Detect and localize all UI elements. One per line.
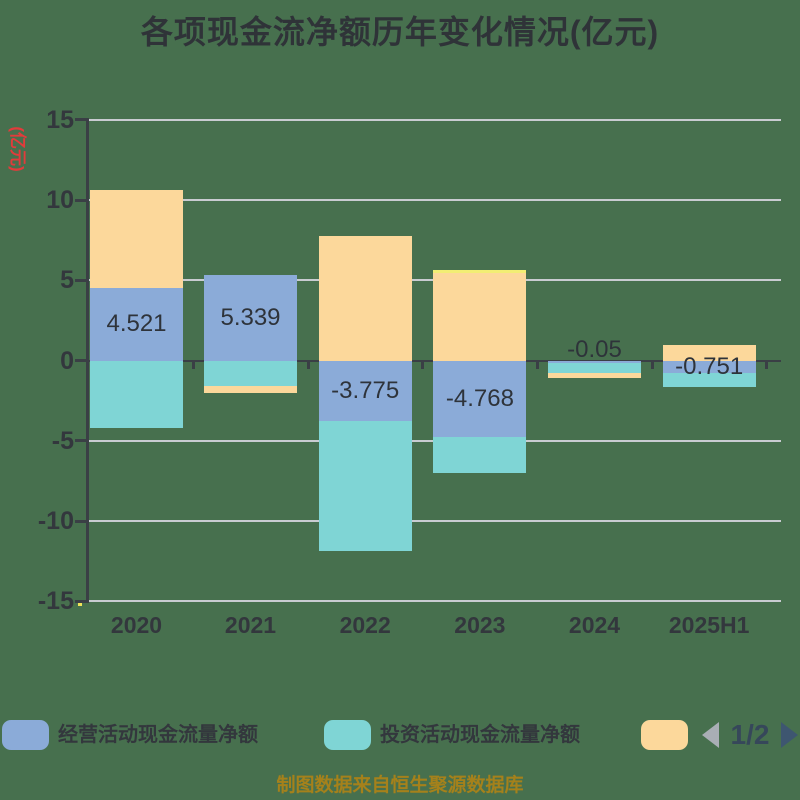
- legend-next-page-arrow-icon[interactable]: [781, 722, 798, 748]
- gridline: [88, 199, 781, 202]
- bar-segment-2024-s0: [548, 360, 641, 364]
- y-axis-line: [86, 118, 89, 603]
- legend-label-investing: 投资活动现金流量净额: [380, 724, 580, 746]
- gridline: [88, 600, 781, 603]
- bar-segment-2023-s1: [433, 437, 527, 473]
- bar-segment-2020-s1: [90, 360, 183, 429]
- bar-segment-2020-s0: [90, 288, 183, 361]
- y-axis-tick: [75, 439, 87, 443]
- data-source-caption: 制图数据来自恒生聚源数据库: [276, 775, 524, 796]
- value-label: -3.775: [331, 377, 400, 404]
- gridline: [88, 520, 781, 523]
- x-axis-tick: [192, 361, 195, 369]
- legend-item-investing-cashflow[interactable]: 投资活动现金流量净额: [324, 720, 624, 750]
- legend-page-indicator: 1/2: [730, 719, 770, 750]
- bar-segment-2020-s2: [90, 190, 183, 289]
- bar-segment-2025H1-s2: [662, 344, 756, 361]
- y-tick-label: -15: [37, 587, 74, 616]
- y-tick-label: 0: [60, 346, 74, 375]
- x-category-label: 2024: [568, 612, 621, 638]
- legend-item-operating-cashflow[interactable]: 经营活动现金流量净额: [2, 720, 302, 750]
- x-category-label: 2025H1: [668, 612, 750, 638]
- axis-corner-artifact: [78, 600, 82, 606]
- y-tick-label: -10: [37, 507, 74, 536]
- y-axis-tick: [75, 198, 87, 202]
- bar-segment-2023-s3: [433, 269, 527, 274]
- x-axis-tick: [306, 361, 310, 369]
- x-category-label: 2020: [110, 612, 163, 638]
- chart-title: 各项现金流净额历年变化情况(亿元): [140, 14, 660, 50]
- bar-segment-2021-s2: [204, 386, 297, 393]
- legend-swatch-operating: [2, 720, 49, 750]
- bar-segment-2024-s1: [548, 363, 641, 373]
- y-tick-label: 5: [60, 266, 74, 295]
- y-axis-tick: [75, 599, 87, 603]
- bar-segment-2025H1-s1: [662, 372, 756, 388]
- bar-segment-2024-s2: [548, 372, 641, 378]
- bar-segment-2022-s0: [318, 360, 412, 422]
- x-axis-tick: [765, 361, 768, 369]
- bar-segment-2023-s2: [433, 273, 527, 361]
- legend-swatch-third-series: [641, 720, 688, 750]
- legend-item-third-series[interactable]: [641, 720, 688, 750]
- bar-segment-2022-s1: [318, 421, 412, 552]
- value-label: 5.339: [220, 304, 281, 331]
- y-tick-label: -5: [51, 426, 74, 455]
- bar-segment-2022-s2: [318, 235, 412, 361]
- value-label: -0.751: [675, 353, 744, 380]
- bar-segment-2021-s0: [204, 275, 297, 361]
- legend-label-operating: 经营活动现金流量净额: [58, 724, 258, 746]
- bar-segment-2021-s1: [204, 360, 297, 387]
- gridline: [88, 118, 781, 121]
- y-axis-tick: [75, 359, 87, 363]
- y-axis-tick: [75, 118, 87, 122]
- y-tick-label: 15: [46, 105, 74, 134]
- value-label: 4.521: [106, 310, 167, 337]
- y-axis-tick: [75, 519, 87, 523]
- value-label: -4.768: [445, 385, 514, 412]
- bar-segment-2025H1-s0: [662, 360, 756, 373]
- y-tick-label: 10: [46, 186, 74, 215]
- x-axis-tick: [421, 361, 424, 369]
- legend-prev-page-arrow-icon[interactable]: [702, 722, 719, 748]
- x-category-label: 2023: [454, 612, 506, 638]
- x-axis-tick: [650, 361, 654, 369]
- x-axis-tick: [535, 361, 539, 369]
- value-label: -0.05: [567, 336, 622, 363]
- legend-swatch-investing: [324, 720, 371, 750]
- y-axis-tick: [75, 278, 87, 282]
- x-category-label: 2022: [339, 612, 391, 638]
- x-category-label: 2021: [224, 612, 277, 638]
- bar-segment-2023-s0: [433, 360, 527, 438]
